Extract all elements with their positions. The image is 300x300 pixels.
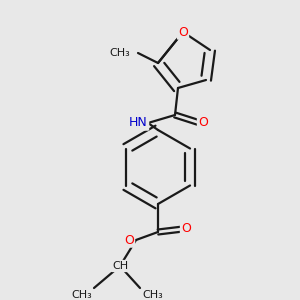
Text: CH₃: CH₃ [142, 290, 163, 300]
Text: O: O [181, 223, 191, 236]
Text: O: O [198, 116, 208, 130]
Text: O: O [178, 26, 188, 38]
Text: O: O [124, 233, 134, 247]
Text: CH₃: CH₃ [109, 48, 130, 58]
Text: HN: HN [129, 116, 148, 130]
Text: CH: CH [112, 261, 128, 271]
Text: CH₃: CH₃ [71, 290, 92, 300]
